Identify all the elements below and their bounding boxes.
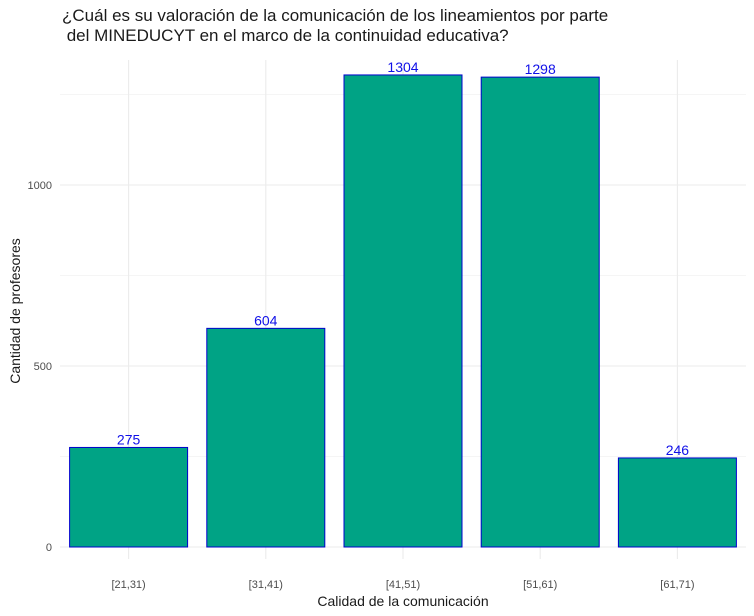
data-label: 1304 xyxy=(387,59,418,75)
bar xyxy=(343,74,463,548)
bar xyxy=(617,457,737,548)
x-tick-label: [61,71) xyxy=(660,579,694,591)
data-label: 604 xyxy=(254,312,278,328)
x-axis-title: Calidad de la comunicación xyxy=(317,593,488,609)
chart-title: ¿Cuál es su valoración de la comunicació… xyxy=(62,6,609,45)
x-tick-label: [21,31) xyxy=(111,579,145,591)
data-label: 1298 xyxy=(525,61,556,77)
y-tick-label: 1000 xyxy=(28,180,52,192)
x-tick-label: [41,51) xyxy=(386,579,420,591)
bars xyxy=(69,74,737,548)
x-tick-label: [31,41) xyxy=(249,579,283,591)
y-axis-title: Cantidad de profesores xyxy=(7,238,23,384)
data-labels: 275 604 1304 1298 246 xyxy=(117,59,689,458)
data-label: 275 xyxy=(117,431,141,447)
bar xyxy=(480,76,600,548)
y-axis-ticks: 0 500 1000 xyxy=(28,180,52,554)
x-tick-label: [51,61) xyxy=(523,579,557,591)
bar xyxy=(69,446,189,548)
x-axis-ticks: [21,31) [31,41) [41,51) [51,61) [61,71) xyxy=(111,579,694,591)
bar xyxy=(206,327,326,548)
y-tick-label: 500 xyxy=(34,361,52,373)
y-tick-label: 0 xyxy=(46,542,52,554)
data-label: 246 xyxy=(666,442,690,458)
